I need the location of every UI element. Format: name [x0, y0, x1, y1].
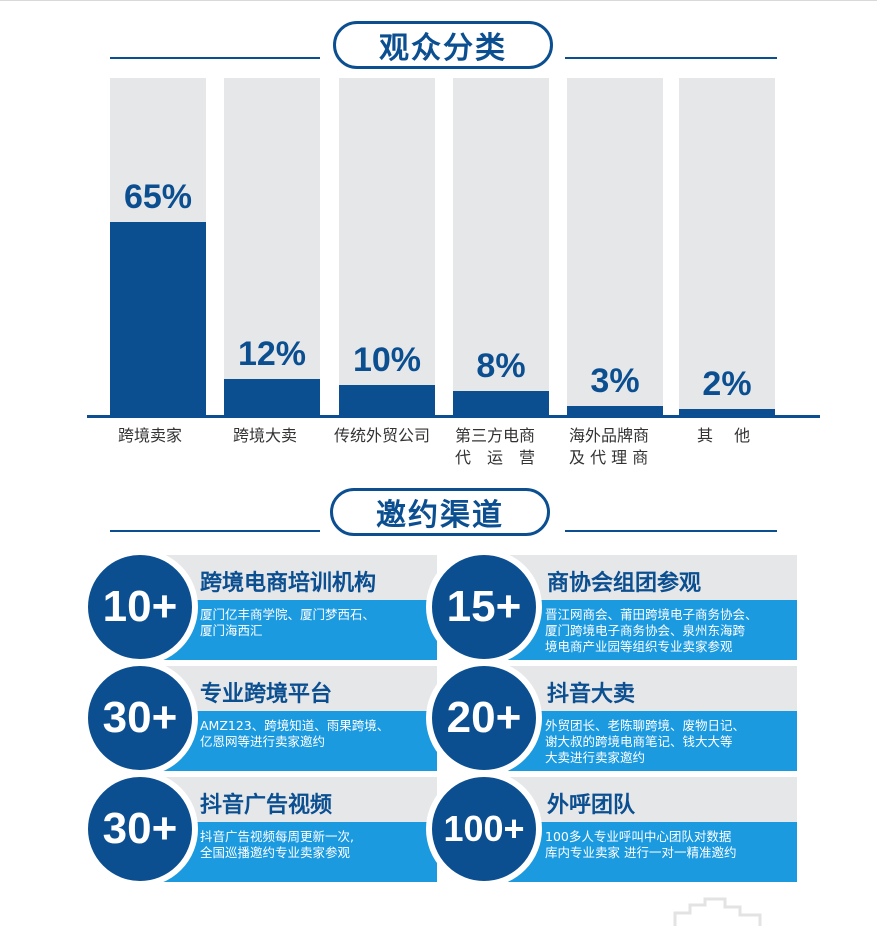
bar-value-label: 3%	[590, 362, 640, 401]
section-rule-left	[110, 57, 320, 59]
channel-description: AMZ123、跨境知道、雨果跨境、 亿恩网等进行卖家邀约	[200, 718, 390, 749]
channel-count-badge: 15+	[426, 549, 542, 665]
building-watermark-icon	[673, 897, 762, 926]
bar	[339, 385, 435, 415]
section-rule-right-2	[565, 530, 777, 532]
bar-track	[567, 78, 663, 415]
section-rule-right	[565, 57, 777, 59]
category-label: 传统外贸公司	[334, 426, 431, 445]
section-rule-left-2	[110, 530, 320, 532]
category-label: 第三方电商 代 运 营	[455, 426, 536, 467]
bar-value-label: 65%	[123, 178, 193, 216]
channel-description: 100多人专业呼叫中心团队对数据 库内专业卖家 进行一对一精准邀约	[545, 829, 737, 860]
bar-track	[679, 78, 775, 415]
channel-title: 商协会组团参观	[547, 571, 702, 596]
channels-section-title: 邀约渠道	[330, 488, 550, 536]
channel-description: 晋江网商会、莆田跨境电子商务协会、 厦门跨境电子商务协会、泉州东海跨 境电商产业…	[545, 607, 758, 654]
bar-track	[224, 78, 320, 415]
category-label: 跨境卖家	[118, 426, 183, 445]
chart-baseline	[87, 415, 820, 418]
category-label: 其 他	[697, 426, 751, 445]
bar-value-label: 10%	[352, 341, 422, 380]
bar-value-label: 2%	[702, 365, 752, 403]
bar-track	[453, 78, 549, 415]
channel-count-badge: 10+	[82, 549, 198, 665]
channel-description: 厦门亿丰商学院、厦门梦西石、 厦门海西汇	[200, 607, 376, 638]
bar	[567, 406, 663, 415]
bar-value-label: 8%	[476, 347, 526, 386]
channel-title: 专业跨境平台	[200, 682, 333, 707]
channel-count-badge: 30+	[82, 771, 198, 887]
top-divider	[0, 0, 877, 1]
channel-title: 抖音大卖	[547, 682, 636, 707]
bar	[453, 391, 549, 415]
category-label: 跨境大卖	[233, 426, 298, 445]
bar-value-label: 12%	[237, 335, 307, 374]
channel-description: 抖音广告视频每周更新一次, 全国巡播邀约专业卖家参观	[200, 829, 354, 860]
category-label: 海外品牌商 及 代 理 商	[569, 426, 650, 467]
channel-title: 跨境电商培训机构	[200, 571, 377, 596]
channel-title: 抖音广告视频	[200, 793, 333, 818]
audience-section-title: 观众分类	[333, 21, 553, 69]
channel-title: 外呼团队	[547, 793, 636, 818]
channel-count-badge: 20+	[426, 660, 542, 776]
bar	[110, 222, 206, 415]
bar-track	[339, 78, 435, 415]
channel-count-badge: 30+	[82, 660, 198, 776]
channel-description: 外贸团长、老陈聊跨境、废物日记、 谢大叔的跨境电商笔记、钱大大等 大卖进行卖家邀…	[545, 718, 746, 765]
channel-count-badge: 100+	[426, 771, 542, 887]
bar	[679, 409, 775, 415]
bar	[224, 379, 320, 415]
